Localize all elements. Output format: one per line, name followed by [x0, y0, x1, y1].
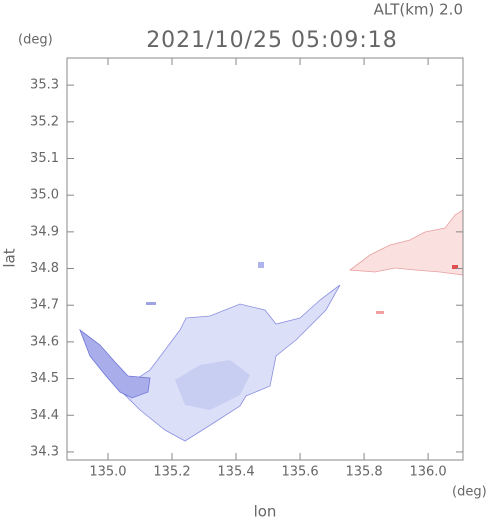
y-tick-label: 35.0: [30, 188, 59, 203]
y-tick-label: 34.8: [30, 261, 59, 276]
y-unit: (deg): [18, 33, 53, 48]
echo-blue-spot: [258, 262, 264, 268]
y-axis-label: lat: [1, 248, 19, 267]
y-tick-label: 34.5: [30, 371, 59, 386]
y-tick-label: 34.9: [30, 224, 59, 239]
x-unit: (deg): [452, 485, 487, 500]
y-tick-label: 34.6: [30, 334, 59, 349]
echo-blue-core: [175, 360, 250, 410]
echo-blue-spot: [146, 302, 156, 305]
x-tick-label: 136.0: [409, 465, 446, 480]
altitude: ALT(km) 2.0: [374, 1, 463, 19]
y-tick-label: 35.3: [30, 78, 59, 93]
x-tick-label: 135.0: [89, 465, 126, 480]
y-tick-label: 34.7: [30, 298, 59, 313]
echo-red-spot: [376, 311, 384, 314]
y-tick-label: 35.1: [30, 151, 59, 166]
y-tick-label: 34.4: [30, 408, 59, 423]
x-tick-label: 135.8: [345, 465, 382, 480]
echo-red: [348, 209, 464, 276]
x-tick-label: 135.2: [153, 465, 190, 480]
y-tick-label: 35.2: [30, 114, 59, 129]
echo-red-spot: [452, 265, 458, 269]
x-axis-label: lon: [254, 503, 277, 521]
y-tick-label: 34.3: [30, 444, 59, 459]
echo-blue-edge: [79, 328, 151, 399]
chart-title: 2021/10/25 05:09:18: [146, 28, 398, 53]
x-tick-label: 135.4: [217, 465, 254, 480]
echo-layer: [79, 209, 464, 442]
x-tick-label: 135.6: [281, 465, 318, 480]
plot-frame: [66, 57, 464, 461]
